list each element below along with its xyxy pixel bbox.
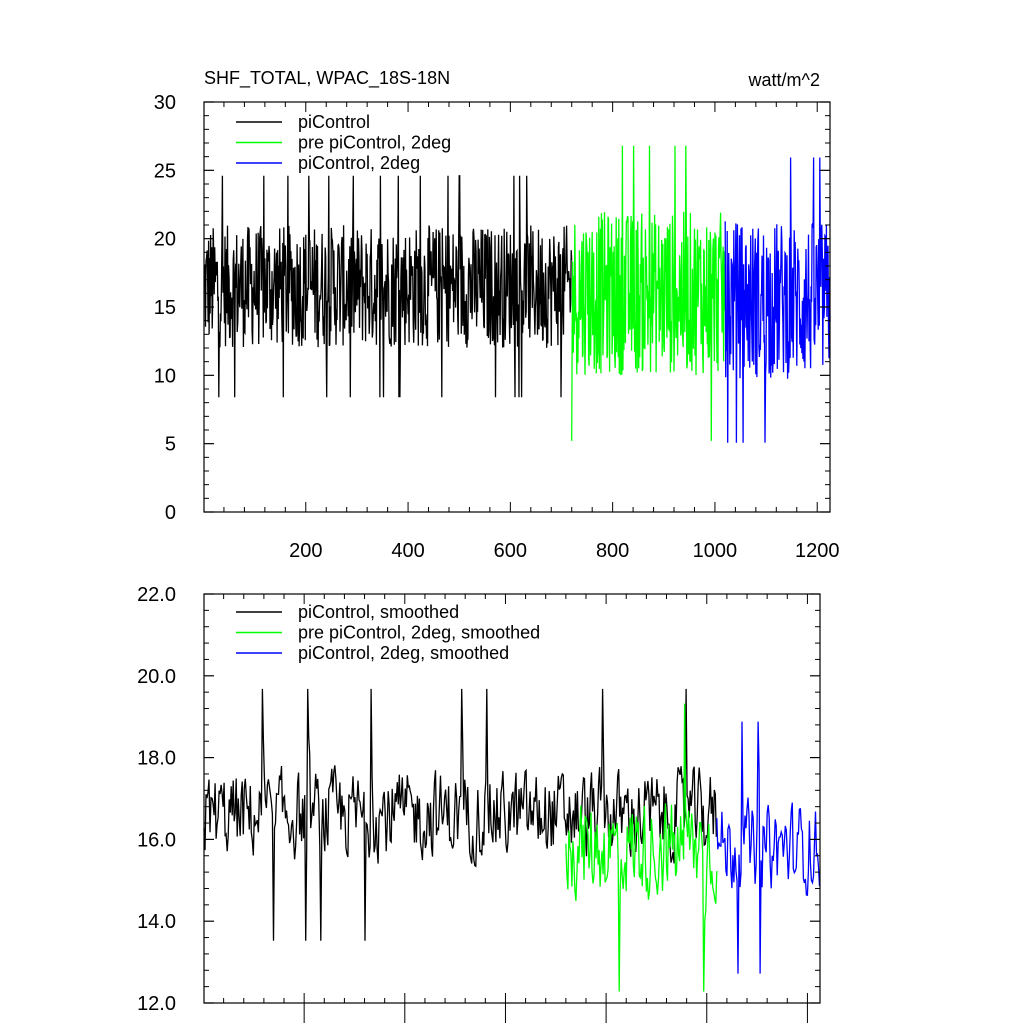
series-line-bottom-2 (716, 721, 821, 974)
legend-label: piControl, 2deg (298, 153, 420, 173)
y-tick-label: 12.0 (137, 993, 176, 1015)
plot-frame (203, 593, 821, 1004)
chart-title: SHF_TOTAL, WPAC_18S-18N (204, 68, 450, 89)
legend-label: pre piControl, 2deg (298, 133, 451, 153)
y-tick-label: 20.0 (137, 666, 176, 688)
legend-label: piControl, 2deg, smoothed (298, 643, 509, 663)
series-line-top-2 (724, 157, 831, 443)
y-tick-label: 15 (154, 297, 176, 319)
series-line-top-0 (203, 175, 573, 398)
y-tick-label: 20 (154, 229, 176, 251)
y-tick-label: 10 (154, 365, 176, 387)
legend-label: piControl, smoothed (298, 602, 459, 622)
x-tick-label: 1200 (795, 540, 840, 562)
x-tick-label: 1000 (693, 540, 738, 562)
y-tick-label: 0 (165, 502, 176, 524)
y-tick-label: 25 (154, 160, 176, 182)
bottom-panel: 12.0 14.0 16.0 18.0 20.0 22.0 piControl, smoo… (137, 584, 821, 1023)
x-tick-label: 200 (289, 540, 322, 562)
x-tick-label: 800 (596, 540, 629, 562)
y-tick-label: 22.0 (137, 584, 176, 606)
units-label: watt/m^2 (748, 70, 820, 90)
series-line-bottom-1 (565, 703, 718, 992)
y-tick-label: 14.0 (137, 911, 176, 933)
y-tick-label: 30 (154, 92, 176, 114)
y-tick-label: 18.0 (137, 748, 176, 770)
series-line-top-1 (571, 145, 726, 441)
legend-label: piControl (298, 112, 370, 132)
x-tick-label: 600 (494, 540, 527, 562)
y-tick-label: 5 (165, 434, 176, 456)
x-tick-label: 400 (391, 540, 424, 562)
y-tick-label: 16.0 (137, 829, 176, 851)
legend-label: pre piControl, 2deg, smoothed (298, 623, 540, 643)
series-line-bottom-0 (203, 688, 717, 941)
top-panel: SHF_TOTAL, WPAC_18S-18N watt/m^2 0 5 10 15 2… (154, 68, 840, 562)
